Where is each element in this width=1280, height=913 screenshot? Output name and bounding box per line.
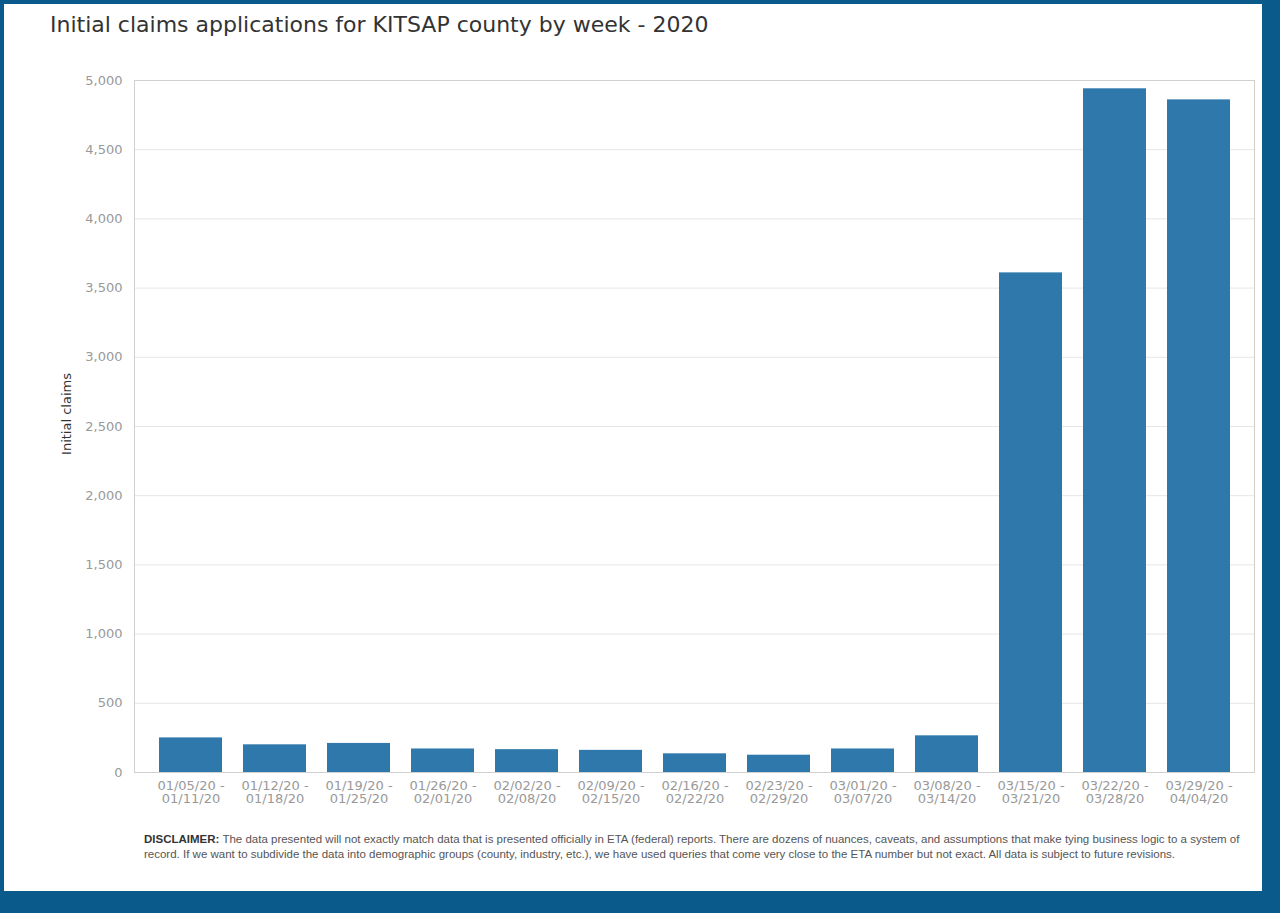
svg-text:3,000: 3,000 — [85, 349, 122, 364]
svg-text:3,500: 3,500 — [85, 280, 122, 295]
svg-text:01/05/20 -01/11/20: 01/05/20 -01/11/20 — [157, 778, 225, 806]
svg-text:02/23/20 -02/29/20: 02/23/20 -02/29/20 — [745, 778, 813, 806]
svg-text:1,000: 1,000 — [85, 626, 122, 641]
svg-text:4,500: 4,500 — [85, 142, 122, 157]
html-text:Initial claims applications fo: Initial claims applications for KITSAP c… — [50, 12, 709, 37]
svg-text:500: 500 — [98, 695, 123, 710]
svg-text:1,500: 1,500 — [85, 557, 122, 572]
svg-text:03/01/20 -03/07/20: 03/01/20 -03/07/20 — [829, 778, 897, 806]
svg-text:01/12/20 -01/18/20: 01/12/20 -01/18/20 — [241, 778, 309, 806]
html-text:Initial claims: Initial claims — [58, 373, 74, 455]
svg-text:02/02/20 -02/08/20: 02/02/20 -02/08/20 — [493, 778, 561, 806]
svg-text:03/22/20 -03/28/20: 03/22/20 -03/28/20 — [1081, 778, 1149, 806]
svg-text:01/19/20 -01/25/20: 01/19/20 -01/25/20 — [325, 778, 393, 806]
svg-text:0: 0 — [114, 765, 122, 780]
svg-text:4,000: 4,000 — [85, 211, 122, 226]
svg-text:2,000: 2,000 — [85, 488, 122, 503]
html-text:DISCLAIMER: The data presented: DISCLAIMER: The data presented will not … — [144, 833, 1240, 860]
svg-text:5,000: 5,000 — [85, 73, 122, 88]
svg-text:02/16/20 -02/22/20: 02/16/20 -02/22/20 — [661, 778, 729, 806]
svg-text:03/15/20 -03/21/20: 03/15/20 -03/21/20 — [997, 778, 1065, 806]
svg-text:01/26/20 -02/01/20: 01/26/20 -02/01/20 — [409, 778, 477, 806]
svg-text:02/09/20 -02/15/20: 02/09/20 -02/15/20 — [577, 778, 645, 806]
svg-text:03/08/20 -03/14/20: 03/08/20 -03/14/20 — [913, 778, 981, 806]
svg-text:03/29/20 -04/04/20: 03/29/20 -04/04/20 — [1165, 778, 1233, 806]
svg-text:2,500: 2,500 — [85, 419, 122, 434]
